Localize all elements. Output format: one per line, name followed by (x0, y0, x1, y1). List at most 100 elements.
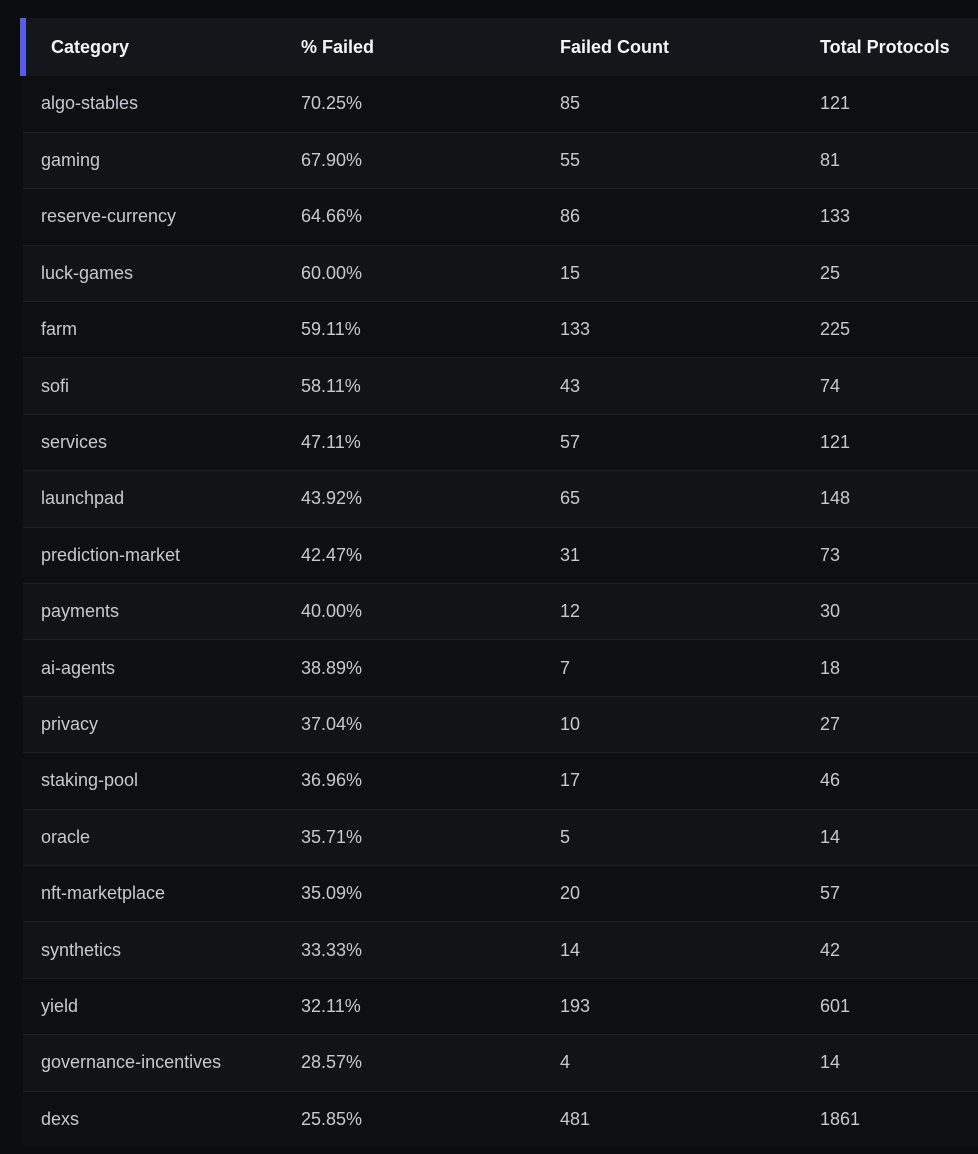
cell-category: sofi (41, 375, 70, 396)
cell-category: reserve-currency (41, 206, 177, 227)
cell-percent-failed: 25.85% (301, 1108, 363, 1129)
column-header-total-protocols[interactable]: Total Protocols (820, 36, 950, 57)
cell-total-protocols: 74 (820, 375, 841, 396)
cell-total-protocols: 25 (820, 262, 841, 283)
column-header-failed-count[interactable]: Failed Count (560, 36, 669, 57)
cell-category: nft-marketplace (41, 883, 166, 904)
cell-total-protocols: 18 (820, 657, 841, 678)
table-row: yield 32.11% 193 601 (23, 978, 978, 1035)
cell-failed-count: 481 (560, 1108, 591, 1129)
table-row: privacy 37.04% 10 27 (23, 696, 978, 753)
table-row: sofi 58.11% 43 74 (23, 357, 978, 415)
table-row: services 47.11% 57 121 (23, 414, 978, 471)
cell-category: dexs (41, 1108, 80, 1129)
cell-total-protocols: 148 (820, 488, 851, 509)
cell-failed-count: 55 (560, 150, 581, 171)
cell-category: prediction-market (41, 544, 181, 565)
cell-failed-count: 20 (560, 883, 581, 904)
cell-failed-count: 5 (560, 826, 571, 847)
cell-category: luck-games (41, 262, 134, 283)
cell-total-protocols: 57 (820, 883, 841, 904)
table-row: gaming 67.90% 55 81 (23, 132, 978, 189)
cell-total-protocols: 121 (820, 432, 851, 453)
cell-percent-failed: 28.57% (301, 1052, 363, 1073)
cell-percent-failed: 33.33% (301, 939, 363, 960)
cell-category: governance-incentives (41, 1052, 222, 1073)
cell-total-protocols: 225 (820, 319, 851, 340)
cell-failed-count: 4 (560, 1052, 571, 1073)
table-header: Category % Failed Failed Count Total Pro… (20, 18, 978, 76)
cell-total-protocols: 42 (820, 939, 841, 960)
cell-failed-count: 10 (560, 713, 581, 734)
cell-total-protocols: 14 (820, 826, 841, 847)
cell-category: privacy (41, 713, 99, 734)
header-row: Category % Failed Failed Count Total Pro… (20, 18, 978, 76)
cell-total-protocols: 1861 (820, 1108, 861, 1129)
cell-category: synthetics (41, 939, 122, 960)
cell-percent-failed: 67.90% (301, 150, 363, 171)
table-row: synthetics 33.33% 14 42 (23, 921, 978, 979)
table-row: reserve-currency 64.66% 86 133 (23, 188, 978, 246)
cell-failed-count: 85 (560, 93, 581, 114)
cell-total-protocols: 73 (820, 544, 841, 565)
table-row: launchpad 43.92% 65 148 (23, 470, 978, 528)
cell-percent-failed: 35.09% (301, 883, 363, 904)
cell-failed-count: 7 (560, 657, 571, 678)
cell-percent-failed: 42.47% (301, 544, 363, 565)
cell-percent-failed: 36.96% (301, 770, 363, 791)
cell-total-protocols: 601 (820, 995, 851, 1016)
cell-category: ai-agents (41, 657, 116, 678)
cell-failed-count: 17 (560, 770, 581, 791)
cell-total-protocols: 30 (820, 601, 841, 622)
table-row: oracle 35.71% 5 14 (23, 809, 978, 866)
cell-failed-count: 31 (560, 544, 581, 565)
cell-failed-count: 57 (560, 432, 581, 453)
table-body: algo-stables 70.25% 85 121 gaming 67.90% 55 81 r… (23, 76, 978, 1148)
cell-total-protocols: 81 (820, 150, 841, 171)
cell-category: gaming (41, 150, 101, 171)
cell-percent-failed: 64.66% (301, 206, 363, 227)
table-row: dexs 25.85% 481 1861 (23, 1091, 978, 1148)
cell-total-protocols: 27 (820, 713, 841, 734)
cell-failed-count: 15 (560, 262, 581, 283)
cell-percent-failed: 58.11% (301, 375, 361, 396)
cell-category: staking-pool (41, 770, 139, 791)
cell-percent-failed: 59.11% (301, 319, 361, 340)
table-row: staking-pool 36.96% 17 46 (23, 752, 978, 810)
table-row: ai-agents 38.89% 7 18 (23, 639, 978, 697)
cell-percent-failed: 40.00% (301, 601, 363, 622)
column-header-category[interactable]: Category (20, 18, 301, 76)
cell-percent-failed: 43.92% (301, 488, 363, 509)
cell-failed-count: 43 (560, 375, 581, 396)
cell-category: farm (41, 319, 77, 340)
failed-protocols-table: Category % Failed Failed Count Total Pro… (20, 18, 978, 1148)
column-header-percent-failed[interactable]: % Failed (301, 36, 375, 57)
cell-category: oracle (41, 826, 91, 847)
cell-total-protocols: 14 (820, 1052, 841, 1073)
data-table-container: Category % Failed Failed Count Total Pro… (20, 18, 978, 1148)
cell-category: yield (41, 995, 79, 1016)
table-row: nft-marketplace 35.09% 20 57 (23, 865, 978, 922)
table-row: payments 40.00% 12 30 (23, 583, 978, 640)
cell-failed-count: 65 (560, 488, 581, 509)
cell-percent-failed: 60.00% (301, 262, 363, 283)
cell-failed-count: 14 (560, 939, 581, 960)
cell-percent-failed: 35.71% (301, 826, 363, 847)
table-row: algo-stables 70.25% 85 121 (23, 76, 978, 133)
cell-total-protocols: 121 (820, 93, 851, 114)
cell-failed-count: 133 (560, 319, 591, 340)
cell-failed-count: 193 (560, 995, 591, 1016)
cell-total-protocols: 133 (820, 206, 851, 227)
cell-total-protocols: 46 (820, 770, 841, 791)
cell-percent-failed: 38.89% (301, 657, 363, 678)
table-row: prediction-market 42.47% 31 73 (23, 527, 978, 584)
cell-category: launchpad (41, 488, 125, 509)
table-row: governance-incentives 28.57% 4 14 (23, 1034, 978, 1092)
cell-failed-count: 12 (560, 601, 581, 622)
cell-category: services (41, 432, 108, 453)
cell-percent-failed: 70.25% (301, 93, 363, 114)
cell-category: algo-stables (41, 93, 139, 114)
table-row: farm 59.11% 133 225 (23, 301, 978, 358)
cell-percent-failed: 32.11% (301, 995, 361, 1016)
cell-category: payments (41, 601, 120, 622)
